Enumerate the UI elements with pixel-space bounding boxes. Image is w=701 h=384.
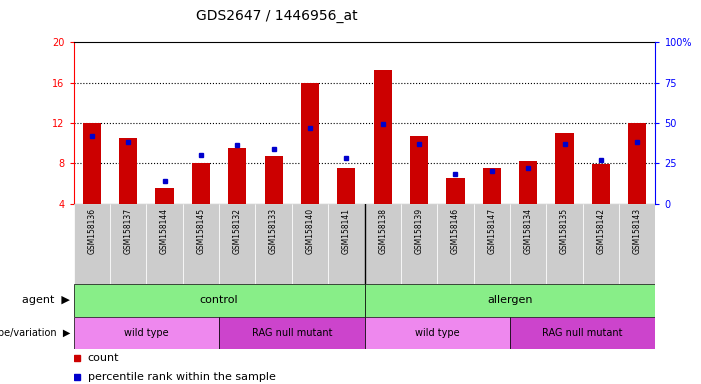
- Bar: [264, 156, 283, 204]
- Text: GSM158138: GSM158138: [379, 208, 387, 253]
- Bar: [74, 284, 365, 317]
- Bar: [119, 138, 137, 204]
- Text: agent  ▶: agent ▶: [22, 295, 70, 306]
- Bar: [447, 178, 465, 204]
- Text: GSM158137: GSM158137: [123, 208, 132, 254]
- Text: GSM158136: GSM158136: [88, 208, 96, 254]
- Bar: [255, 204, 292, 284]
- Bar: [301, 83, 319, 204]
- Text: GSM158141: GSM158141: [342, 208, 350, 253]
- Text: GSM158132: GSM158132: [233, 208, 242, 253]
- Bar: [374, 71, 392, 204]
- Bar: [228, 148, 246, 204]
- Bar: [183, 204, 219, 284]
- Bar: [74, 204, 110, 284]
- Text: GSM158145: GSM158145: [196, 208, 205, 254]
- Text: GSM158142: GSM158142: [597, 208, 606, 253]
- Text: control: control: [200, 295, 238, 306]
- Bar: [74, 317, 219, 349]
- Bar: [156, 189, 174, 204]
- Bar: [555, 133, 573, 204]
- Bar: [592, 164, 610, 204]
- Text: GSM158140: GSM158140: [306, 208, 315, 254]
- Text: GSM158135: GSM158135: [560, 208, 569, 254]
- Bar: [219, 317, 365, 349]
- Bar: [365, 284, 655, 317]
- Bar: [292, 204, 328, 284]
- Text: GSM158144: GSM158144: [160, 208, 169, 254]
- Bar: [519, 161, 537, 204]
- Bar: [365, 204, 401, 284]
- Text: GSM158133: GSM158133: [269, 208, 278, 254]
- Bar: [510, 317, 655, 349]
- Text: genotype/variation  ▶: genotype/variation ▶: [0, 328, 70, 338]
- Bar: [110, 204, 147, 284]
- Bar: [328, 204, 365, 284]
- Bar: [401, 204, 437, 284]
- Text: GSM158143: GSM158143: [633, 208, 641, 254]
- Text: GSM158147: GSM158147: [487, 208, 496, 254]
- Text: wild type: wild type: [124, 328, 169, 338]
- Text: RAG null mutant: RAG null mutant: [252, 328, 332, 338]
- Text: allergen: allergen: [487, 295, 533, 306]
- Text: wild type: wild type: [415, 328, 460, 338]
- Bar: [619, 204, 655, 284]
- Bar: [337, 168, 355, 204]
- Bar: [583, 204, 619, 284]
- Bar: [410, 136, 428, 204]
- Bar: [365, 317, 510, 349]
- Bar: [628, 123, 646, 204]
- Text: percentile rank within the sample: percentile rank within the sample: [88, 372, 275, 382]
- Text: count: count: [88, 353, 119, 363]
- Bar: [474, 204, 510, 284]
- Bar: [437, 204, 474, 284]
- Text: RAG null mutant: RAG null mutant: [543, 328, 623, 338]
- Text: GSM158139: GSM158139: [414, 208, 423, 254]
- Text: GDS2647 / 1446956_at: GDS2647 / 1446956_at: [196, 9, 358, 23]
- Bar: [510, 204, 546, 284]
- Bar: [83, 123, 101, 204]
- Bar: [483, 168, 501, 204]
- Text: GSM158146: GSM158146: [451, 208, 460, 254]
- Bar: [147, 204, 183, 284]
- Bar: [546, 204, 583, 284]
- Bar: [219, 204, 255, 284]
- Bar: [192, 163, 210, 204]
- Text: GSM158134: GSM158134: [524, 208, 533, 254]
